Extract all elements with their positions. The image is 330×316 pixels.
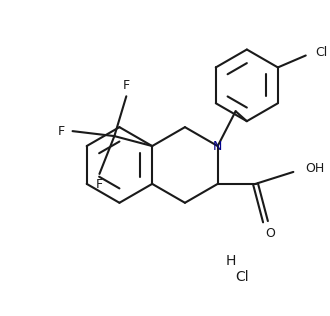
Text: F: F: [96, 178, 103, 191]
Text: Cl: Cl: [235, 270, 249, 284]
Text: H: H: [226, 253, 236, 268]
Text: N: N: [213, 140, 222, 153]
Text: F: F: [58, 125, 65, 138]
Text: OH: OH: [305, 162, 324, 175]
Text: O: O: [266, 227, 276, 240]
Text: Cl: Cl: [316, 46, 328, 59]
Text: F: F: [123, 79, 130, 92]
